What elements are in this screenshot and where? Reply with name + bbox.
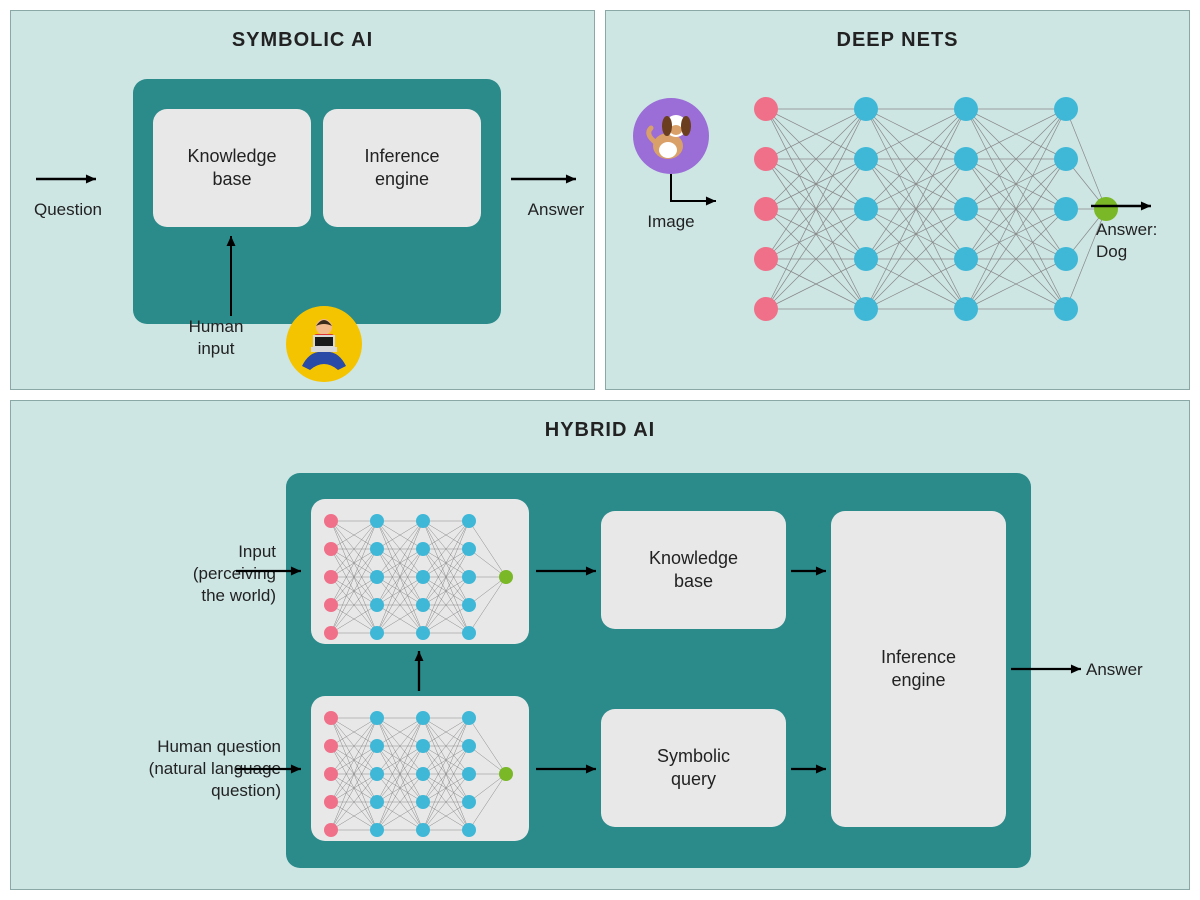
hybrid-knowledge-base-box: Knowledgebase (601, 511, 786, 629)
title-symbolic: SYMBOLIC AI (11, 29, 594, 52)
title-deepnets: DEEP NETS (606, 29, 1189, 52)
hybrid-input-label: Input(perceivingthe world) (116, 541, 276, 607)
inference-engine-box: Inferenceengine (323, 109, 481, 227)
title-hybrid: HYBRID AI (11, 419, 1189, 442)
inference-engine-label: Inferenceengine (364, 145, 439, 192)
symbolic-query-label: Symbolicquery (657, 745, 730, 792)
hybrid-inference-engine-box: Inferenceengine (831, 511, 1006, 827)
question-label: Question (13, 199, 123, 221)
dog-icon (633, 98, 709, 174)
hybrid-ie-label: Inferenceengine (881, 646, 956, 693)
image-label: Image (631, 211, 711, 233)
answer-dog-label: Answer:Dog (1096, 219, 1186, 263)
panel-deep-nets: DEEP NETS Image Answer:Dog (605, 10, 1190, 390)
hybrid-answer-label: Answer (1086, 659, 1176, 681)
knowledge-base-box: Knowledgebase (153, 109, 311, 227)
knowledge-base-label: Knowledgebase (187, 145, 276, 192)
symbolic-query-box: Symbolicquery (601, 709, 786, 827)
human-input-label: Humaninput (161, 316, 271, 360)
hybrid-nn-bottom-box (311, 696, 529, 841)
hybrid-kb-label: Knowledgebase (649, 547, 738, 594)
hybrid-nn-top-box (311, 499, 529, 644)
hybrid-human-question-label: Human question(natural languagequestion) (81, 736, 281, 802)
answer-label: Answer (511, 199, 601, 221)
panel-hybrid-ai: HYBRID AI Knowledgebase Symbolicquery In… (10, 400, 1190, 890)
panel-symbolic-ai: SYMBOLIC AI Knowledgebase Inferenceengin… (10, 10, 595, 390)
deepnets-graphics (606, 11, 1191, 391)
